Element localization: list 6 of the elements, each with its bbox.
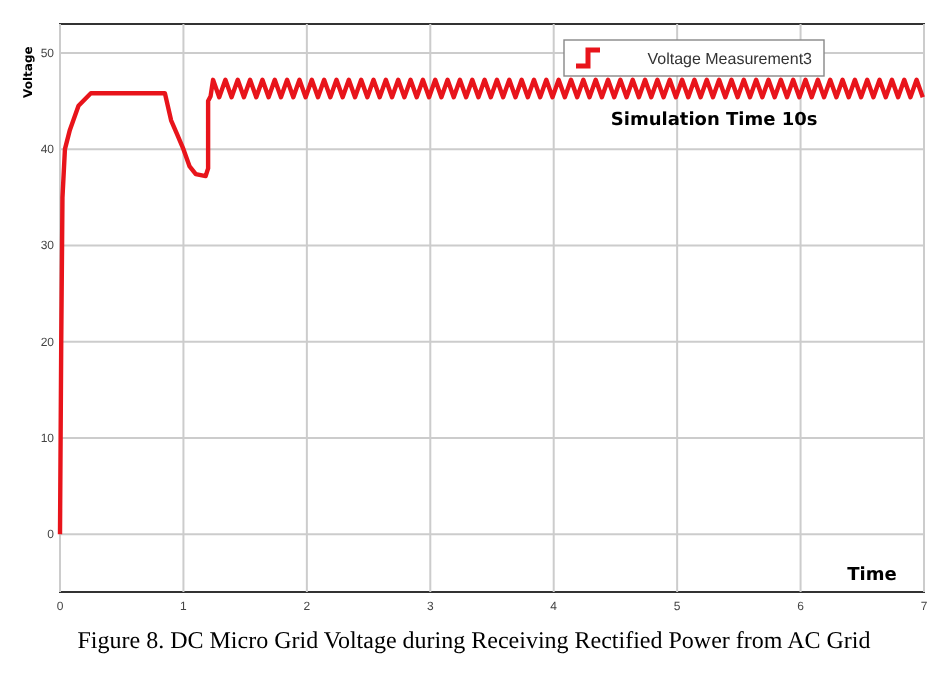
series-label: Voltage Measurement3 <box>647 50 814 68</box>
text: Figure 8. DC Micro Grid Voltage during Receiving Rectified Power from AC Grid <box>77 626 871 654</box>
annotation: Simulation Time 10s <box>610 111 818 132</box>
legend: Voltage Measurement3 <box>563 39 825 77</box>
line-series <box>57 77 925 537</box>
x-axis-title: Time <box>847 566 897 586</box>
